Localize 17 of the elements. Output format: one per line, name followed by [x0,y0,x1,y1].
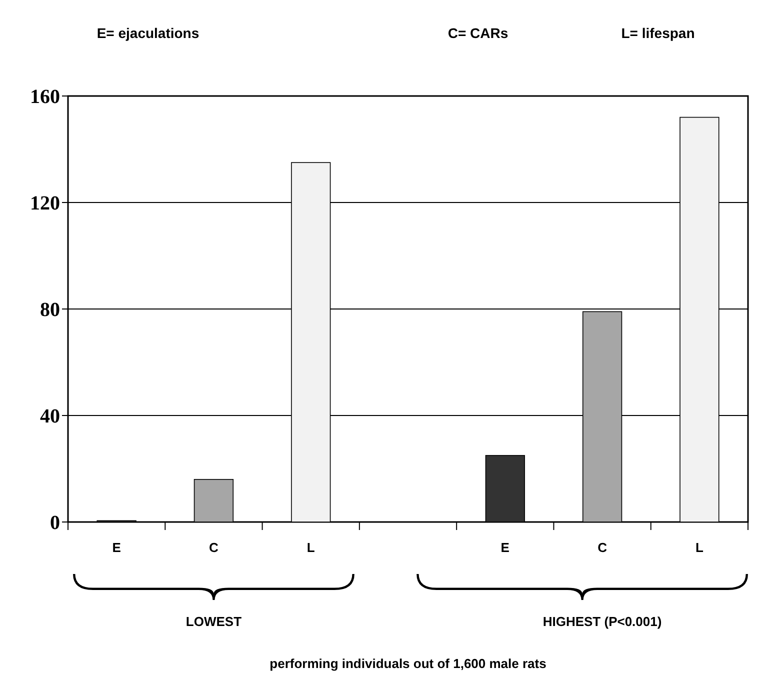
text: HIGHEST (P<0.001) [542,614,662,629]
x-tick-label: E [112,540,122,555]
x-tick-label: E [500,540,510,555]
text: LOWEST [186,614,242,629]
text: performing individuals out of 1,600 male rats [270,656,546,671]
x-tick-label: C [598,540,608,555]
y-tick-label: 160 [30,86,60,108]
y-tick-label: 120 [30,192,60,214]
y-tick-label: 80 [40,299,60,321]
text: E= ejaculations [96,25,200,41]
y-tick-label: 40 [40,406,60,428]
y-tick-label: 0 [50,512,60,534]
x-tick-label: L [306,540,315,555]
x-tick-label: L [695,540,704,555]
text: L= lifespan [621,25,695,41]
text: C= CARs [448,25,508,41]
x-tick-label: C [209,540,220,555]
